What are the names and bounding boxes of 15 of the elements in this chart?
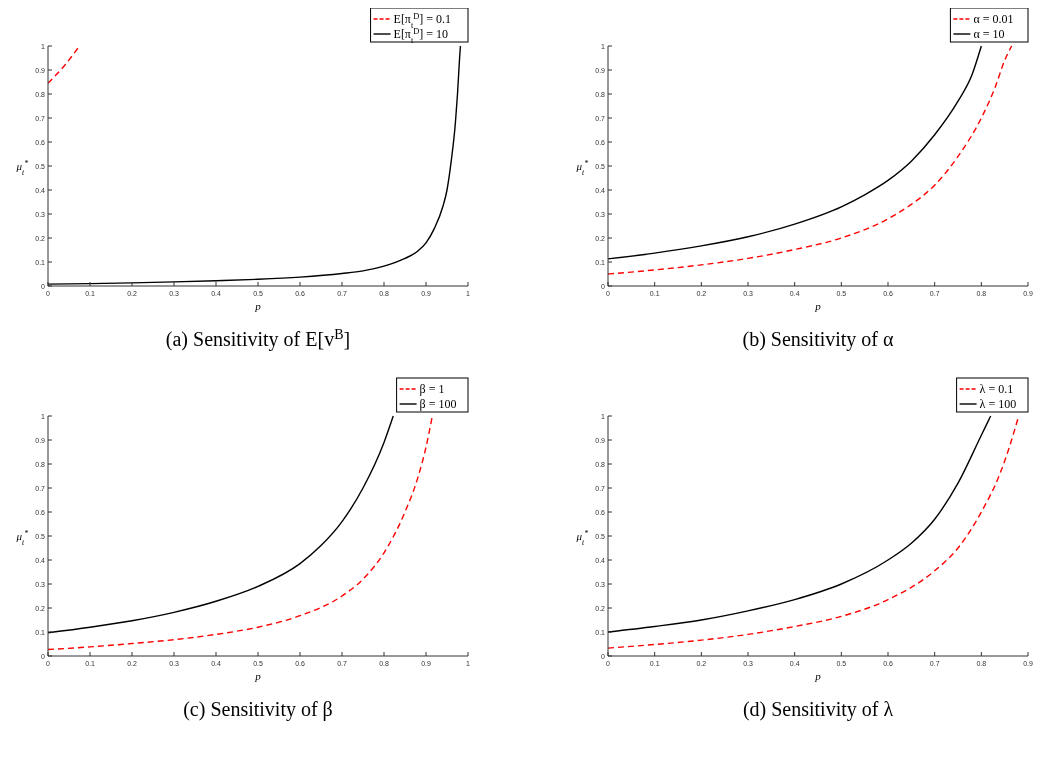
x-axis-title: p (254, 300, 262, 312)
line-series (48, 415, 433, 651)
legend-label: λ = 0.1 (979, 382, 1014, 396)
x-axis-title: p (814, 300, 822, 312)
legend-label: α = 10 (973, 27, 1005, 41)
text: (c) Sensitivity of β (183, 698, 333, 721)
x-axis-title: p (814, 670, 822, 682)
text: (a) Sensitivity of E[v$^{B}$] (165, 326, 351, 351)
legend-label: β = 1 (419, 382, 445, 396)
legend-label: λ = 100 (979, 397, 1017, 411)
x-axis-title: p (254, 670, 262, 682)
text: (d) Sensitivity of λ (742, 698, 894, 721)
legend-label: α = 0.01 (973, 12, 1014, 26)
text: (b) Sensitivity of α (742, 328, 895, 351)
legend-label: β = 100 (419, 397, 457, 411)
